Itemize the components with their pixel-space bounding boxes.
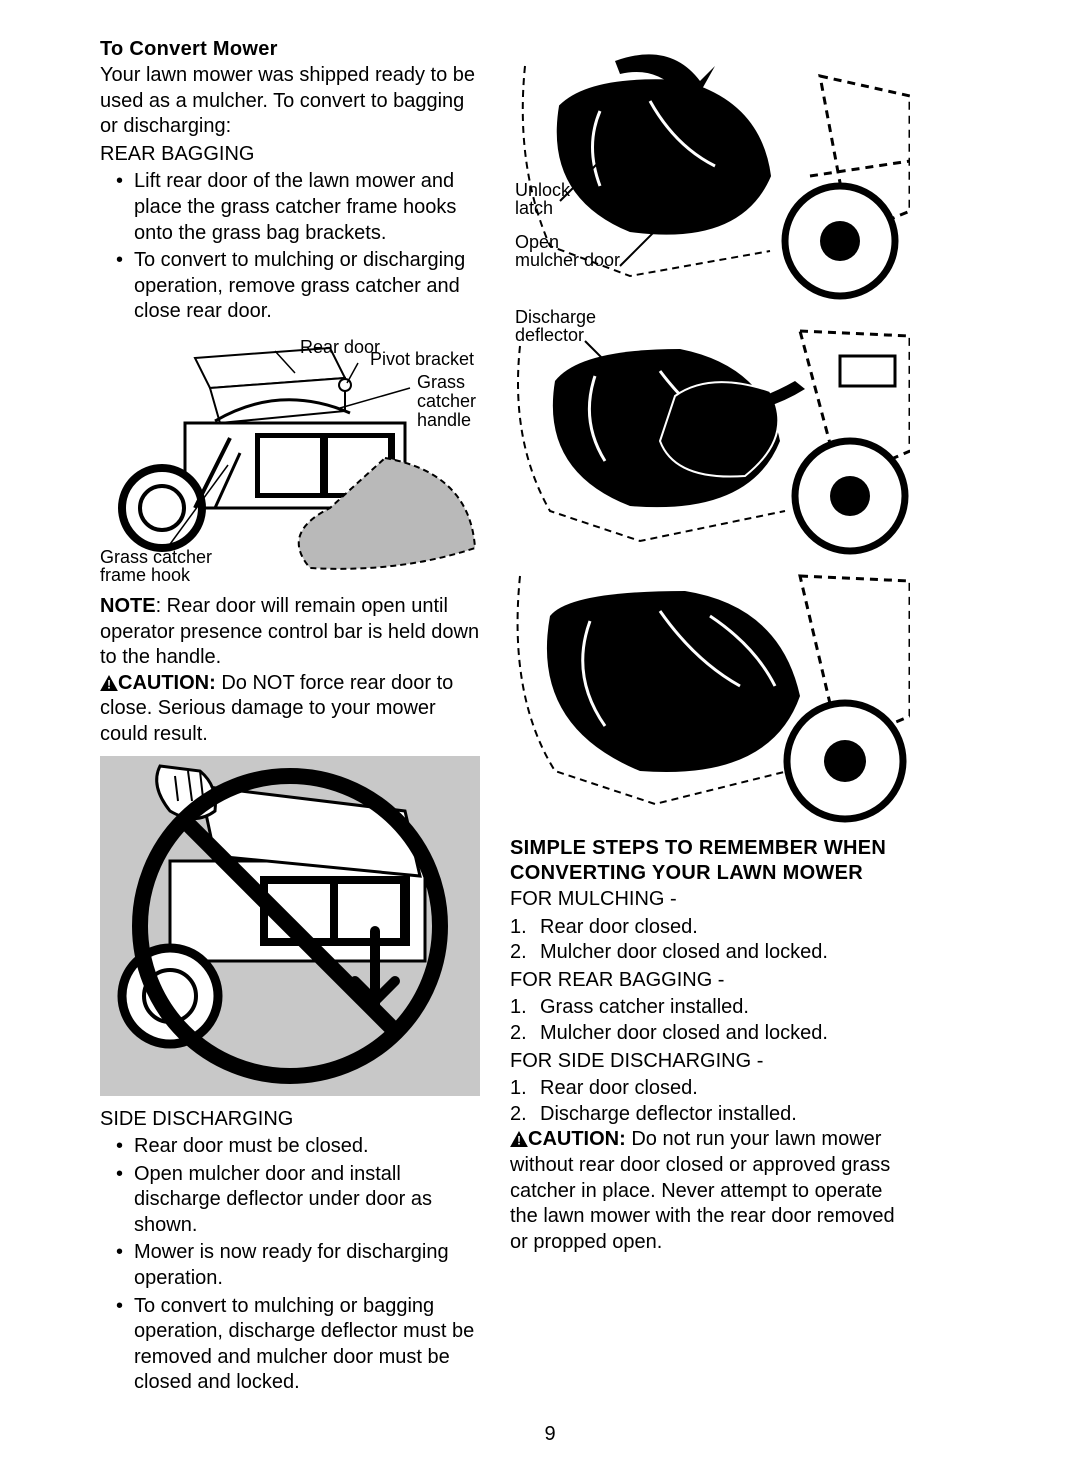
intro-paragraph: Your lawn mower was shipped ready to be … [100,63,480,140]
left-column: To Convert Mower Your lawn mower was shi… [100,38,480,1398]
caution-paragraph-1: !CAUTION: Do NOT force rear door to clos… [100,671,480,748]
prohibition-svg [100,756,480,1096]
side-discharging-list: Rear door must be closed. Open mulcher d… [100,1134,480,1396]
caution-paragraph-2: !CAUTION: Do not run your lawn mower wit… [510,1127,910,1255]
list-item: Discharge deflector installed. [510,1102,910,1128]
note-text: : Rear door will remain open until opera… [100,595,479,668]
list-item: Mower is now ready for discharging opera… [116,1240,480,1291]
label-grass-1: Grass [417,372,465,392]
label-unlock-1: Unlock [515,180,571,200]
simple-steps-heading-2: CONVERTING YOUR LAWN MOWER [510,862,910,885]
list-item: Rear door must be closed. [116,1134,480,1160]
caution-prefix-2: CAUTION: [528,1128,626,1150]
list-item: Open mulcher door and install discharge … [116,1162,480,1239]
list-item: To convert to mulching or discharging op… [116,248,480,325]
warning-icon: ! [100,675,118,691]
caution-prefix-1: CAUTION: [118,672,216,694]
note-paragraph: NOTE: Rear door will remain open until o… [100,594,480,671]
for-side-discharging-label: FOR SIDE DISCHARGING - [510,1049,910,1075]
mulching-steps: Rear door closed. Mulcher door closed an… [510,915,910,966]
mulcher-figures: Unlock latch Open mulcher door Discharge… [510,46,910,831]
rear-bagging-list: Lift rear door of the lawn mower and pla… [100,169,480,325]
note-prefix: NOTE [100,595,156,617]
mulcher-svg-stack: Unlock latch Open mulcher door Discharge… [510,46,910,826]
label-unlock-2: latch [515,198,553,218]
rear-bagging-steps: Grass catcher installed. Mulcher door cl… [510,995,910,1046]
page-layout: To Convert Mower Your lawn mower was shi… [100,38,1000,1398]
for-mulching-label: FOR MULCHING - [510,887,910,913]
label-grass-2: catcher [417,391,476,411]
right-column: Unlock latch Open mulcher door Discharge… [510,38,910,1398]
svg-text:!: ! [107,679,111,691]
label-open-1: Open [515,232,559,252]
grass-catcher-figure: Rear door Pivot bracket Grass catcher ha… [100,333,480,588]
list-item: Mulcher door closed and locked. [510,940,910,966]
label-hook-2: frame hook [100,565,191,583]
list-item: Mulcher door closed and locked. [510,1021,910,1047]
for-rear-bagging-label: FOR REAR BAGGING - [510,968,910,994]
rear-bagging-subhead: REAR BAGGING [100,142,480,168]
svg-text:!: ! [517,1136,521,1148]
label-open-2: mulcher door [515,250,620,270]
label-rear-door: Rear door [300,337,380,357]
list-item: Rear door closed. [510,915,910,941]
list-item: Grass catcher installed. [510,995,910,1021]
warning-icon: ! [510,1131,528,1147]
simple-steps-heading-1: SIMPLE STEPS TO REMEMBER WHEN [510,837,910,860]
side-discharging-subhead: SIDE DISCHARGING [100,1107,480,1133]
list-item: To convert to mulching or bagging operat… [116,1294,480,1396]
label-discharge-2: deflector [515,325,584,345]
page-number: 9 [100,1423,1000,1446]
grass-catcher-svg: Rear door Pivot bracket Grass catcher ha… [100,333,480,583]
convert-mower-heading: To Convert Mower [100,38,480,61]
list-item: Lift rear door of the lawn mower and pla… [116,169,480,246]
list-item: Rear door closed. [510,1076,910,1102]
label-grass-3: handle [417,410,471,430]
label-hook-1: Grass catcher [100,547,212,567]
label-pivot-bracket: Pivot bracket [370,349,474,369]
label-discharge-1: Discharge [515,307,596,327]
prohibition-figure [100,756,480,1101]
side-discharging-steps: Rear door closed. Discharge deflector in… [510,1076,910,1127]
